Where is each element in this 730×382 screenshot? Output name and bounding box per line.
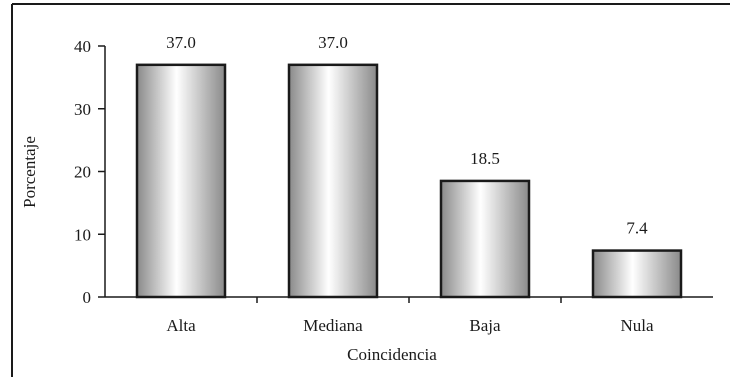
data-label: 18.5 [470, 149, 500, 168]
y-axis-title: Porcentaje [20, 136, 39, 208]
x-tick-label: Mediana [303, 316, 363, 335]
y-tick-label: 20 [74, 163, 91, 182]
data-label: 7.4 [626, 219, 648, 238]
data-label: 37.0 [166, 33, 196, 52]
bars [135, 63, 683, 299]
bar-alta [135, 63, 227, 299]
bar-baja [439, 179, 531, 299]
y-tick-label: 30 [74, 100, 91, 119]
y-ticks: 0 10 20 30 40 [74, 37, 105, 307]
data-labels: 37.0 37.0 18.5 7.4 [166, 33, 648, 238]
data-label: 37.0 [318, 33, 348, 52]
x-tick-label: Nula [620, 316, 654, 335]
y-tick-label: 0 [83, 288, 92, 307]
y-tick-label: 40 [74, 37, 91, 56]
x-axis-title: Coincidencia [347, 345, 437, 364]
bar-mediana [287, 63, 379, 299]
x-tick-label: Alta [166, 316, 196, 335]
x-tick-label: Baja [469, 316, 501, 335]
y-tick-label: 10 [74, 225, 91, 244]
bar-nula [591, 249, 683, 299]
x-tick-labels: Alta Mediana Baja Nula [166, 297, 654, 335]
